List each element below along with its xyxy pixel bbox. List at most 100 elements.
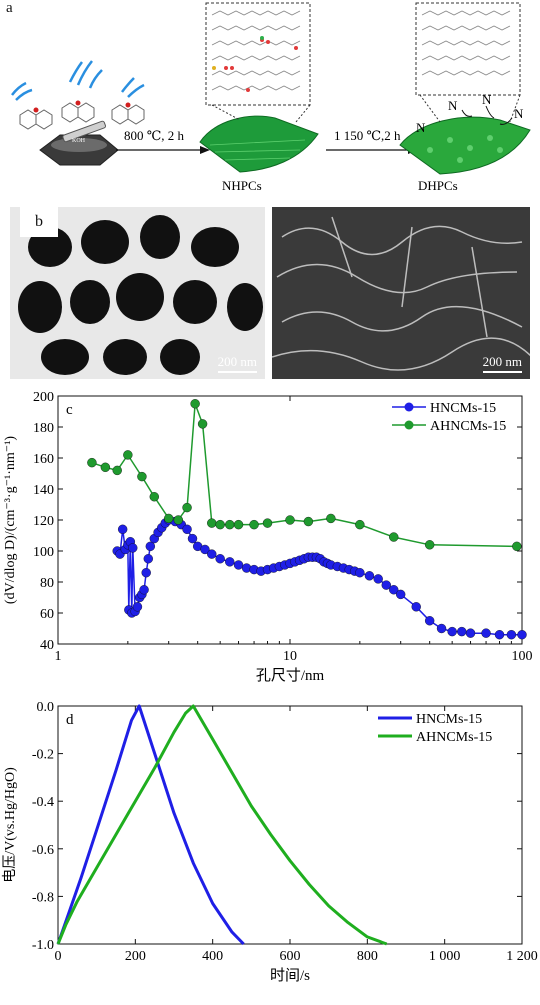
data-point-HNCMs-15 <box>373 574 383 584</box>
x-axis-label: 孔尺寸/nm <box>256 667 325 684</box>
rough-surface-icon <box>272 207 530 379</box>
data-point-HNCMs-15 <box>117 524 128 535</box>
y-tick-label: 160 <box>33 452 54 467</box>
steam-lines-icon <box>11 60 145 101</box>
data-point-AHNCMs-15 <box>190 399 200 409</box>
data-point-HNCMs-15 <box>139 585 149 595</box>
nitrogen-label-4: N <box>514 106 524 121</box>
oxygen-atom-icons <box>33 100 131 113</box>
product1-label: NHPCs <box>222 178 262 193</box>
y-axis-label: (dV/dlog D)/(cm⁻³·g⁻¹·nm⁻¹) <box>3 436 18 604</box>
data-point-AHNCMs-15 <box>249 519 259 530</box>
sem-image-left: b 200 nm <box>10 207 265 379</box>
schematic-drawing: KOH 800 ℃, 2 h NHPCs 1 150 ℃ <box>11 2 531 193</box>
y-tick-label: 40 <box>40 638 54 653</box>
series-line-AHNCMs-15 <box>56 704 388 946</box>
data-point-HNCMs-15 <box>355 567 365 578</box>
data-point-AHNCMs-15 <box>512 541 522 552</box>
panel-label: c <box>66 402 73 418</box>
series-line-HNCMs-15 <box>56 704 245 946</box>
y-tick-label: -0.2 <box>32 748 54 763</box>
y-tick-label: -0.4 <box>32 795 54 810</box>
data-point-HNCMs-15 <box>132 602 143 612</box>
x-tick-label: 400 <box>202 949 223 964</box>
data-point-HNCMs-15 <box>506 629 517 640</box>
x-tick-label: 1 000 <box>429 949 461 964</box>
data-point-AHNCMs-15 <box>285 515 295 525</box>
data-point-HNCMs-15 <box>395 589 406 600</box>
molecule-icons <box>19 102 145 130</box>
data-point-HNCMs-15 <box>411 602 421 612</box>
nitrogen-label-3: N <box>482 92 492 107</box>
legend-marker <box>404 402 414 412</box>
data-point-AHNCMs-15 <box>173 515 183 525</box>
data-point-HNCMs-15 <box>200 544 210 555</box>
data-point-AHNCMs-15 <box>163 513 174 524</box>
mortar-icon <box>39 120 119 166</box>
data-point-HNCMs-15 <box>364 571 375 581</box>
dhpcs-zoom-box <box>415 2 521 96</box>
data-point-HNCMs-15 <box>517 629 527 640</box>
panel-label-b: b <box>20 207 58 237</box>
y-tick-label: 180 <box>33 421 54 436</box>
y-tick-label: 80 <box>40 576 54 591</box>
data-point-AHNCMs-15 <box>87 457 97 468</box>
x-tick-label: 800 <box>357 949 378 964</box>
x-tick-label: 200 <box>125 949 146 964</box>
synthesis-schematic: a KOH 800 ℃, 2 h <box>0 0 540 205</box>
data-point-HNCMs-15 <box>381 580 391 590</box>
data-point-HNCMs-15 <box>494 629 505 640</box>
nhpcs-zoom-box <box>205 2 311 106</box>
data-point-HNCMs-15 <box>447 626 457 637</box>
data-point-AHNCMs-15 <box>424 540 435 550</box>
nitrogen-label-1: N <box>448 98 458 113</box>
data-point-AHNCMs-15 <box>100 462 111 473</box>
nitrogen-label-2: N <box>416 120 426 135</box>
legend-marker <box>404 420 414 430</box>
y-tick-label: 100 <box>33 545 54 560</box>
scale-bar-right: 200 nm <box>482 354 522 373</box>
scale-bar-right-line <box>482 371 522 373</box>
y-tick-label: 120 <box>33 514 54 529</box>
x-axis-label: 时间/s <box>270 967 310 984</box>
scale-bar-left: 200 nm <box>217 354 257 373</box>
pore-size-chart: 1 10 100 40 60 80 100 120 140 160 180 200 c 孔尺寸/nm (dV… <box>0 380 540 700</box>
data-point-HNCMs-15 <box>143 554 153 564</box>
data-point-AHNCMs-15 <box>149 492 159 502</box>
data-point-HNCMs-15 <box>436 623 447 634</box>
data-point-HNCMs-15 <box>207 549 217 559</box>
scale-bar-right-label: 200 nm <box>482 354 522 369</box>
data-point-HNCMs-15 <box>187 533 198 544</box>
y-axis-label: 电压/V(vs.Hg/HgO) <box>2 767 18 883</box>
sem-image-right: 200 nm <box>272 207 530 379</box>
data-point-HNCMs-15 <box>145 541 156 552</box>
mortar-label: KOH <box>72 138 86 144</box>
dopant-atom-icons <box>224 38 298 92</box>
legend-label: HNCMs-15 <box>416 712 482 727</box>
y-tick-label: -0.8 <box>32 890 54 905</box>
data-point-AHNCMs-15 <box>225 519 235 530</box>
data-point-AHNCMs-15 <box>137 471 147 482</box>
y-tick-label: 140 <box>33 483 54 498</box>
legend-label: HNCMs-15 <box>430 401 496 416</box>
y-tick-label: 200 <box>33 390 54 405</box>
step2-condition: 1 150 ℃,2 h <box>334 128 401 143</box>
data-point-HNCMs-15 <box>128 543 138 553</box>
x-tick-label: 600 <box>280 949 301 964</box>
data-point-AHNCMs-15 <box>112 465 122 476</box>
sem-images: b 200 nm 200 nm <box>0 207 540 379</box>
data-point-AHNCMs-15 <box>233 519 244 530</box>
charge-discharge-chart: 0 200 400 600 800 1 000 1 200 -1.0 -0.8 -0.6 -0.4 -… <box>0 700 540 1000</box>
y-tick-label: 0.0 <box>37 700 55 715</box>
y-tick-label: -1.0 <box>32 938 54 953</box>
data-point-HNCMs-15 <box>465 628 476 638</box>
series-line-HNCMs-15 <box>116 519 522 636</box>
y-tick-label: -0.6 <box>32 843 54 858</box>
graphene-defect-lattice-icon <box>421 10 511 76</box>
x-tick-label: 1 <box>55 649 62 664</box>
legend-label: AHNCMs-15 <box>430 419 506 434</box>
data-point-AHNCMs-15 <box>215 519 225 530</box>
scale-bar-left-line <box>217 371 257 373</box>
data-point-HNCMs-15 <box>215 554 225 564</box>
data-point-AHNCMs-15 <box>123 450 133 460</box>
